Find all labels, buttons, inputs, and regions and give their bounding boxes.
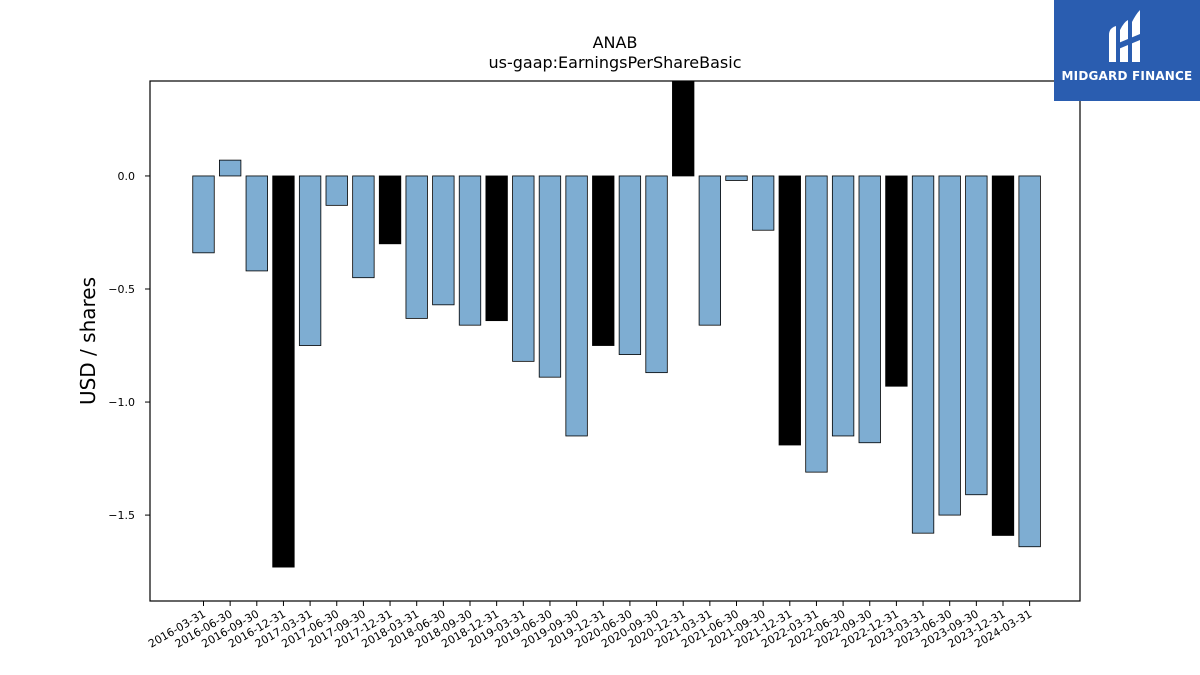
bar-2023-12-31 [991, 175, 1015, 536]
y-tick-label: −1.5 [108, 509, 135, 522]
brand-logo: MIDGARD FINANCE [1054, 0, 1200, 101]
x-axis: 2016-03-312016-06-302016-09-302016-12-31… [146, 601, 1034, 651]
bar-2019-06-30 [538, 175, 562, 378]
bar-2018-06-30 [432, 175, 455, 306]
bar-2017-06-30 [325, 175, 348, 206]
bar-2016-03-31 [192, 175, 215, 254]
bar-2018-12-31 [485, 175, 508, 322]
bar-2021-03-31 [698, 175, 721, 326]
bar-2018-09-30 [458, 175, 482, 326]
bar-2018-03-31 [405, 175, 428, 319]
bar-2019-12-31 [592, 175, 615, 346]
bar-2017-03-31 [298, 175, 322, 346]
bar-2023-06-30 [938, 175, 961, 516]
bar-2023-09-30 [965, 175, 988, 496]
y-tick-label: −1.0 [108, 396, 135, 409]
bar-2022-09-30 [858, 175, 881, 444]
y-tick-label: −0.5 [108, 283, 135, 296]
chart-subtitle: us-gaap:EarningsPerShareBasic [488, 53, 741, 72]
bar-2019-03-31 [512, 175, 535, 362]
bar-2016-12-31 [272, 175, 295, 568]
bar-2023-03-31 [911, 175, 935, 534]
brand-name: MIDGARD FINANCE [1061, 69, 1193, 83]
chart-title: ANAB [593, 33, 638, 52]
bar-series [192, 80, 1041, 568]
bar-2022-06-30 [831, 175, 855, 437]
bar-2020-06-30 [618, 175, 642, 355]
bar-2020-12-31 [672, 80, 695, 177]
bar-2021-09-30 [752, 175, 775, 231]
plot-frame [149, 80, 1081, 602]
bar-2017-12-31 [378, 175, 402, 245]
bar-2016-09-30 [245, 175, 268, 272]
bar-2022-12-31 [885, 175, 908, 387]
y-axis-label: USD / shares [76, 277, 100, 405]
bar-2017-09-30 [352, 175, 375, 279]
bar-2021-06-30 [725, 175, 748, 181]
bar-2019-09-30 [565, 175, 588, 437]
y-axis: 0.0 −0.5 −1.0 −1.5 [108, 170, 150, 522]
bar-2021-12-31 [778, 175, 801, 446]
midgard-logo-icon [1109, 10, 1140, 62]
bar-2022-03-31 [805, 175, 828, 473]
bar-2020-09-30 [645, 175, 668, 374]
y-tick-label: 0.0 [118, 170, 136, 183]
bar-2016-06-30 [218, 159, 242, 177]
bar-2024-03-31 [1018, 175, 1041, 548]
